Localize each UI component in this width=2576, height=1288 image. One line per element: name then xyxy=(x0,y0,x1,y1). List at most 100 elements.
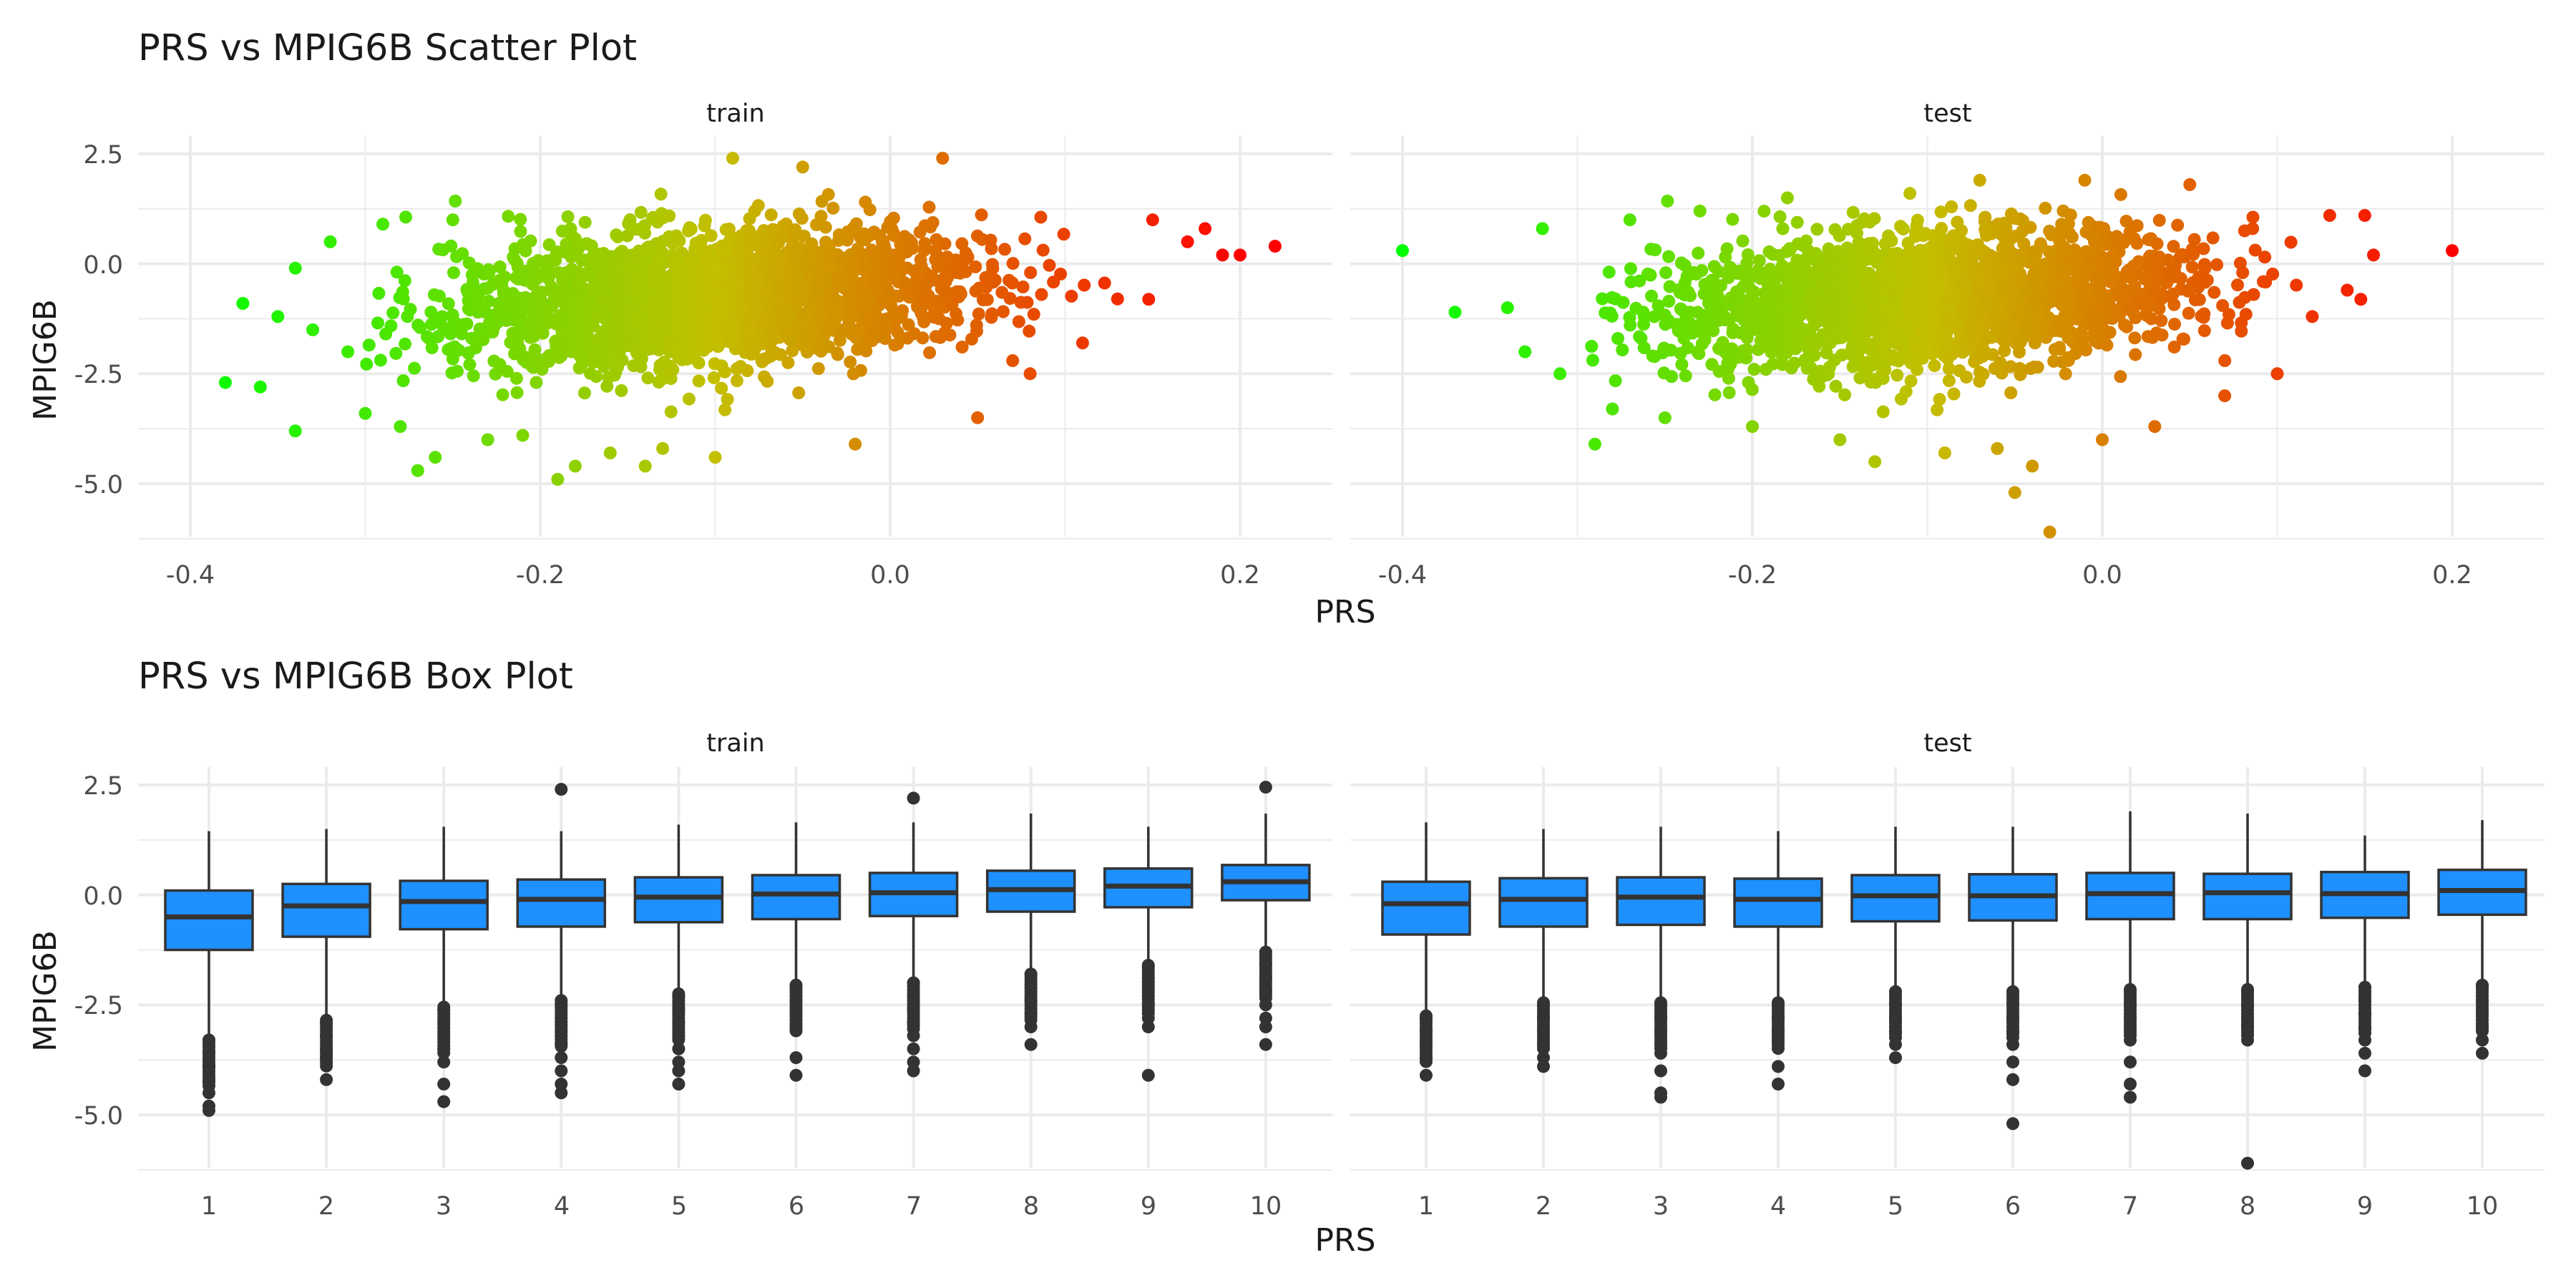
scatter-point xyxy=(858,263,872,276)
box-outlier xyxy=(907,1064,920,1078)
scatter-point xyxy=(2150,326,2163,340)
scatter-point xyxy=(2182,306,2195,320)
scatter-point xyxy=(1674,256,1688,270)
scatter-point xyxy=(2153,270,2167,284)
scatter-point xyxy=(1904,356,1918,370)
scatter-point xyxy=(971,411,985,424)
box-outlier xyxy=(672,1029,686,1043)
scatter-point xyxy=(671,252,685,265)
scatter-point xyxy=(1913,292,1926,306)
box-outlier xyxy=(1889,1051,1902,1065)
scatter-point xyxy=(2130,219,2144,233)
scatter-point xyxy=(1006,257,1020,270)
scatter-point xyxy=(2248,243,2262,257)
box-outlier xyxy=(320,1051,333,1065)
scatter-point xyxy=(1686,326,1699,340)
scatter-point xyxy=(997,305,1010,318)
scatter-point xyxy=(1928,359,1941,373)
scatter-point xyxy=(1888,353,1901,366)
box-outlier xyxy=(907,1029,920,1043)
scatter-point xyxy=(532,254,545,268)
scatter-point xyxy=(1788,334,1802,348)
scatter-point xyxy=(371,316,384,330)
scatter-point xyxy=(2197,307,2211,321)
scatter-point xyxy=(610,228,623,242)
box-outlier xyxy=(1141,985,1155,998)
scatter-point xyxy=(1016,280,1030,293)
scatter-point xyxy=(560,266,572,280)
scatter-point xyxy=(1057,228,1070,241)
scatter-point xyxy=(953,285,967,298)
scatter-point xyxy=(1833,229,1846,243)
box-outlier xyxy=(1537,1060,1550,1073)
scatter-point xyxy=(582,341,595,354)
scatter-point xyxy=(832,234,845,247)
scatter-point xyxy=(1845,313,1858,327)
scatter-point xyxy=(815,195,829,208)
scatter-point xyxy=(694,238,707,252)
scatter-point xyxy=(1609,292,1622,306)
box-outlier xyxy=(1654,1064,1667,1078)
scatter-point xyxy=(623,333,636,347)
scatter-point xyxy=(867,325,880,338)
scatter-point xyxy=(821,260,835,274)
scatter-point xyxy=(641,343,655,356)
box-outlier xyxy=(2124,1078,2137,1091)
scatter-point xyxy=(429,451,442,464)
box-outlier xyxy=(1259,998,1272,1012)
scatter-point xyxy=(358,406,372,420)
scatter-point xyxy=(1895,258,1908,272)
scatter-point xyxy=(2218,354,2232,367)
scatter-point xyxy=(603,447,617,459)
scatter-point xyxy=(1012,315,1025,328)
scatter-point xyxy=(1553,367,1567,381)
scatter-point xyxy=(636,321,650,334)
scatter-point xyxy=(667,236,680,250)
scatter-panel-train xyxy=(138,136,1332,540)
scatter-point xyxy=(876,293,889,307)
scatter-point xyxy=(623,213,637,227)
scatter-point xyxy=(1708,388,1722,401)
scatter-point xyxy=(1938,447,1951,459)
scatter-point xyxy=(786,344,799,358)
scatter-point xyxy=(2114,187,2127,201)
scatter-point xyxy=(2367,248,2380,262)
scatter-point xyxy=(1935,223,1948,236)
box-outlier xyxy=(2006,1055,2019,1069)
scatter-point xyxy=(1975,243,1989,257)
scatter-point xyxy=(398,274,411,288)
scatter-point xyxy=(1742,318,1756,331)
scatter-point xyxy=(805,296,818,310)
scatter-point xyxy=(1928,243,1942,257)
scatter-point xyxy=(971,229,984,243)
box-outlier xyxy=(789,1051,803,1065)
scatter-point xyxy=(2284,235,2298,249)
scatter-point xyxy=(1780,191,1794,205)
scatter-point xyxy=(961,250,975,264)
scatter-point xyxy=(466,275,479,289)
scatter-point xyxy=(938,285,952,298)
scatter-point xyxy=(2358,209,2371,223)
scatter-point xyxy=(1773,210,1787,223)
scatter-point xyxy=(2078,173,2092,187)
scatter-point xyxy=(2235,324,2248,338)
scatter-point xyxy=(654,187,668,201)
box-outlier xyxy=(1420,1038,1433,1051)
scatter-point xyxy=(1776,222,1790,235)
box-outlier xyxy=(1024,1020,1038,1034)
scatter-point xyxy=(724,278,738,291)
scatter-point xyxy=(887,225,900,239)
scatter-point xyxy=(847,221,861,235)
box-outlier xyxy=(203,1060,215,1073)
scatter-x-tick-train: -0.4 xyxy=(166,561,215,590)
scatter-point xyxy=(487,354,501,368)
scatter-point xyxy=(666,363,680,376)
scatter-point xyxy=(609,365,623,379)
box-outlier xyxy=(555,1051,568,1065)
scatter-point xyxy=(766,224,780,238)
scatter-point xyxy=(707,371,721,384)
scatter-point xyxy=(1637,318,1651,331)
box-outlier xyxy=(2006,1073,2019,1086)
scatter-point xyxy=(1633,274,1646,288)
scatter-point xyxy=(1953,242,1967,255)
